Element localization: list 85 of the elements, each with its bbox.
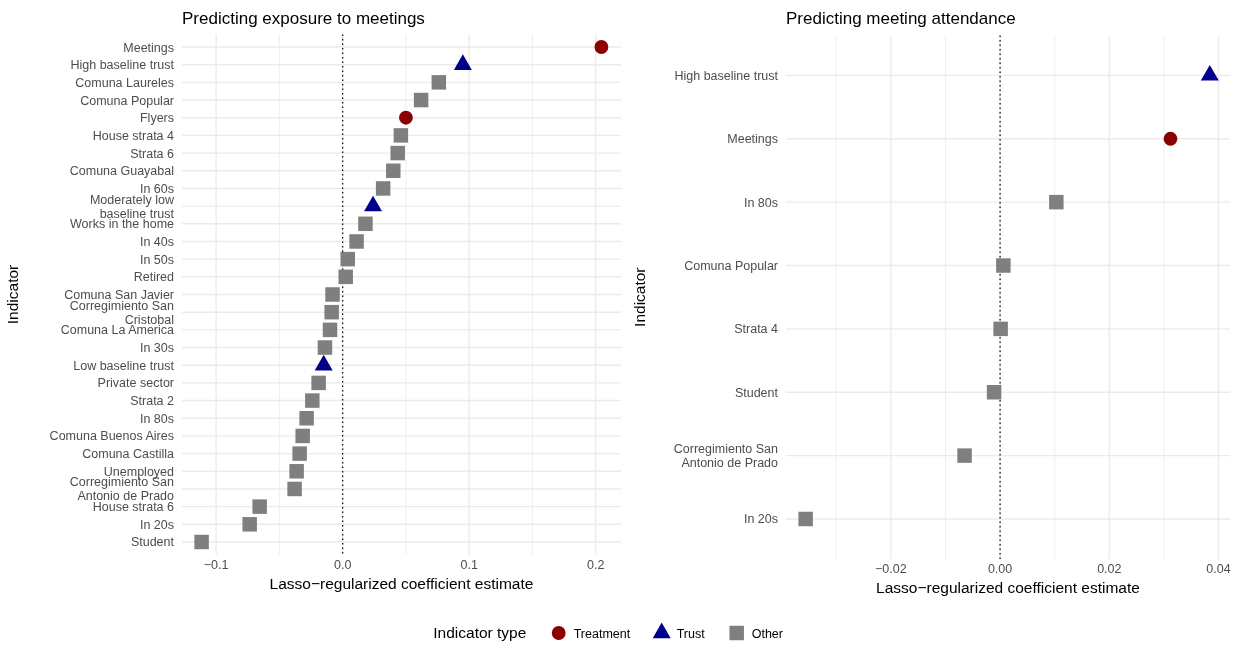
y-tick-label: In 40s <box>139 234 174 249</box>
y-tick-label: Comuna Laureles <box>75 75 174 90</box>
y-tick-label: Corregimiento San Antonio de Prado <box>673 442 779 471</box>
point <box>386 163 401 178</box>
legend-title: Indicator type <box>433 624 527 641</box>
point <box>375 181 391 196</box>
y-tick-label: In 20s <box>139 517 174 532</box>
point <box>957 448 972 463</box>
point <box>325 287 340 302</box>
y-tick-label: In 30s <box>139 341 174 356</box>
y-tick-label: Comuna San Javier <box>64 288 174 302</box>
point <box>413 92 429 108</box>
point <box>798 511 813 527</box>
x-tick-label: −0.02 <box>875 562 907 576</box>
x-axis-title: Lasso−regularized coefficient estimate <box>269 574 534 592</box>
legend-label: Trust <box>676 626 706 641</box>
y-tick-label: Unemployed <box>103 464 175 479</box>
y-tick-label: Flyers <box>139 111 174 126</box>
x-tick-label: −0.1 <box>203 557 229 572</box>
y-tick-label: High baseline trust <box>674 68 779 83</box>
point <box>338 269 353 285</box>
point <box>390 145 405 161</box>
point <box>295 428 310 444</box>
point <box>996 258 1011 273</box>
x-tick-label: 0.1 <box>460 557 478 572</box>
x-axis-title: Lasso−regularized coefficient estimate <box>876 579 1140 596</box>
point <box>322 322 338 338</box>
point <box>993 321 1008 337</box>
x-tick-label: 0.0 <box>333 557 352 572</box>
point <box>252 499 267 514</box>
y-tick-label: Student <box>734 385 779 400</box>
y-tick-label: Student <box>130 535 175 550</box>
y-tick-label: In 80s <box>139 411 174 426</box>
y-tick-label: Comuna Buenos Aires <box>49 429 174 444</box>
y-tick-label: House strata 4 <box>92 128 175 143</box>
x-tick-label: 0.2 <box>587 557 605 572</box>
y-tick-label: Comuna Popular <box>80 93 174 108</box>
point <box>431 75 447 90</box>
point <box>358 216 373 232</box>
point <box>986 385 1002 400</box>
chart-title: Predicting exposure to meetings <box>182 9 425 28</box>
y-tick-label: Comuna Castilla <box>82 447 175 462</box>
y-tick-label: Meetings <box>123 40 174 55</box>
y-tick-label: Low baseline trust <box>73 358 175 373</box>
y-tick-label: Comuna Guayabal <box>69 164 174 179</box>
y-tick-label: Works in the home <box>70 217 175 232</box>
point <box>594 40 609 54</box>
point <box>349 234 364 249</box>
legend-label: Treatment <box>573 626 631 641</box>
y-axis-title: Indicator <box>631 267 648 327</box>
point <box>305 393 320 408</box>
y-tick-label: Comuna La America <box>60 323 175 338</box>
x-tick-label: 0.04 <box>1206 562 1231 576</box>
y-tick-label: High baseline trust <box>70 58 175 73</box>
point <box>292 446 307 461</box>
y-tick-label: Private sector <box>97 376 174 391</box>
point <box>289 464 304 479</box>
legend-label: Other <box>751 626 783 641</box>
y-tick-label: In 20s <box>743 512 778 527</box>
y-axis-title: Indicator <box>4 264 21 325</box>
point <box>1049 194 1064 210</box>
y-tick-label: Retired <box>133 270 175 285</box>
point <box>287 481 302 497</box>
point <box>1163 131 1178 146</box>
point <box>324 304 339 320</box>
point <box>242 517 257 532</box>
x-tick-label: 0.02 <box>1097 562 1122 576</box>
y-tick-label: In 60s <box>139 181 174 196</box>
chart-title: Predicting meeting attendance <box>786 9 1016 28</box>
point <box>393 128 409 143</box>
y-tick-label: Meetings <box>727 132 778 147</box>
y-tick-label: In 50s <box>139 252 174 267</box>
point <box>340 251 355 267</box>
point <box>194 534 209 550</box>
y-tick-label: Strata 6 <box>130 146 175 161</box>
y-tick-label: Strata 4 <box>734 322 779 337</box>
y-tick-label: In 80s <box>743 195 778 210</box>
y-tick-label: Strata 2 <box>130 394 175 409</box>
point <box>299 411 314 426</box>
y-tick-label: Comuna Popular <box>684 259 778 274</box>
y-tick-label: House strata 6 <box>92 500 175 515</box>
point <box>399 110 413 125</box>
x-tick-label: 0.00 <box>987 562 1013 576</box>
point <box>317 340 333 355</box>
point <box>311 375 326 391</box>
